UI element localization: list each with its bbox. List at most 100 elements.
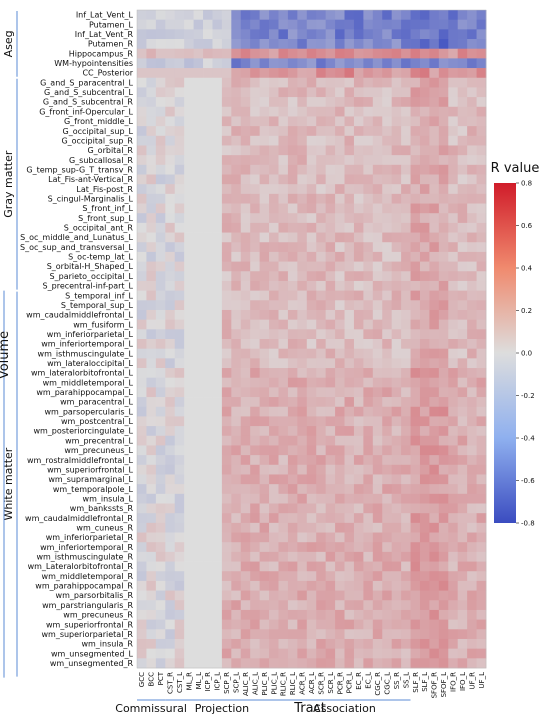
heatmap-cell — [231, 513, 242, 524]
heatmap-cell — [410, 339, 421, 350]
heatmap-cell — [429, 484, 440, 495]
heatmap-cell — [316, 309, 327, 321]
heatmap-cell — [353, 542, 364, 553]
heatmap-cell — [448, 164, 459, 175]
colorbar-tick-label: 0.8 — [521, 180, 532, 188]
heatmap-cell — [259, 184, 270, 195]
heatmap-cell — [401, 609, 411, 621]
heatmap-cell — [325, 397, 336, 408]
heatmap-cell — [221, 484, 232, 495]
heatmap-cell — [448, 116, 459, 127]
heatmap-cell — [410, 561, 421, 572]
heatmap-cell — [467, 503, 477, 514]
heatmap-cell — [203, 474, 213, 485]
heatmap-cell — [155, 445, 166, 456]
heatmap-cell — [250, 387, 261, 398]
heatmap-cell — [269, 290, 279, 301]
heatmap-cell — [212, 629, 223, 640]
heatmap-cell — [259, 658, 270, 669]
heatmap-cell — [353, 193, 364, 204]
heatmap-cell — [297, 580, 308, 591]
heatmap-cell — [335, 126, 345, 137]
heatmap-cell — [316, 116, 327, 127]
heatmap-cell — [146, 600, 157, 611]
heatmap-cell — [184, 561, 194, 572]
heatmap-cell — [438, 222, 449, 233]
heatmap-cell — [212, 658, 223, 669]
heatmap-cell — [212, 145, 223, 156]
column-label: CST_L — [176, 672, 184, 693]
heatmap-cell — [457, 29, 468, 40]
heatmap-cell — [155, 280, 166, 292]
row-label: G_temp_sup-G_T_transv_R — [26, 165, 133, 174]
heatmap-cell — [297, 164, 308, 175]
heatmap-cell — [335, 39, 345, 50]
heatmap-cell — [410, 542, 421, 553]
heatmap-cell — [353, 619, 364, 630]
heatmap-cell — [203, 484, 213, 495]
row-label: S_oc_middle_and_Lunatus_L — [20, 233, 133, 242]
heatmap-cell — [448, 290, 459, 301]
heatmap-cell — [448, 387, 459, 398]
heatmap-cell — [316, 348, 327, 359]
heatmap-cell — [429, 493, 440, 504]
heatmap-cell — [410, 600, 421, 611]
heatmap-cell — [401, 261, 411, 272]
heatmap-cell — [419, 551, 430, 562]
heatmap-cell — [353, 319, 364, 330]
heatmap-cell — [438, 48, 449, 59]
heatmap-cell — [250, 571, 261, 582]
heatmap-cell — [137, 648, 147, 659]
column-label: ML_L — [195, 672, 203, 689]
heatmap-cell — [438, 561, 449, 572]
heatmap-cell — [419, 474, 430, 485]
heatmap-cell — [165, 203, 176, 214]
heatmap-cell — [287, 174, 298, 185]
heatmap-cell — [165, 455, 176, 466]
heatmap-cell — [221, 48, 232, 59]
heatmap-cell — [184, 213, 194, 224]
heatmap-cell — [155, 397, 166, 408]
heatmap-cell — [476, 619, 487, 630]
heatmap-cell — [259, 600, 270, 611]
heatmap-cell — [344, 619, 355, 630]
heatmap-cell — [457, 629, 468, 640]
heatmap-cell — [165, 222, 176, 233]
heatmap-cell — [165, 58, 176, 69]
heatmap-cell — [278, 609, 289, 621]
heatmap-cell — [372, 513, 383, 524]
heatmap-cell — [231, 300, 242, 311]
heatmap-cell — [316, 155, 327, 166]
heatmap-cell — [382, 174, 393, 185]
heatmap-cell — [203, 58, 213, 69]
heatmap-cell — [184, 387, 194, 398]
heatmap-cell — [240, 542, 251, 553]
heatmap-cell — [250, 48, 261, 59]
heatmap-cell — [297, 503, 308, 514]
heatmap-cell — [269, 10, 279, 21]
heatmap-cell — [467, 435, 477, 446]
heatmap-cell — [363, 600, 374, 611]
heatmap-cell — [203, 619, 213, 630]
heatmap-cell — [401, 232, 411, 243]
heatmap-cell — [297, 464, 308, 475]
heatmap-cell — [372, 358, 383, 369]
heatmap-cell — [221, 290, 232, 301]
heatmap-cell — [401, 10, 411, 21]
heatmap-cell — [278, 600, 289, 611]
heatmap-cell — [363, 397, 374, 408]
heatmap-cell — [419, 455, 430, 466]
heatmap-cell — [363, 242, 374, 253]
heatmap-cell — [174, 87, 185, 98]
heatmap-cell — [410, 251, 421, 262]
heatmap-cell — [401, 251, 411, 262]
heatmap-cell — [419, 542, 430, 553]
heatmap-cell — [429, 290, 440, 301]
heatmap-cell — [240, 184, 251, 195]
heatmap-cell — [410, 232, 421, 243]
heatmap-cell — [410, 590, 421, 601]
heatmap-cell — [410, 309, 421, 321]
heatmap-cell — [174, 19, 185, 30]
heatmap-cell — [269, 280, 279, 292]
heatmap-cell — [401, 416, 411, 427]
